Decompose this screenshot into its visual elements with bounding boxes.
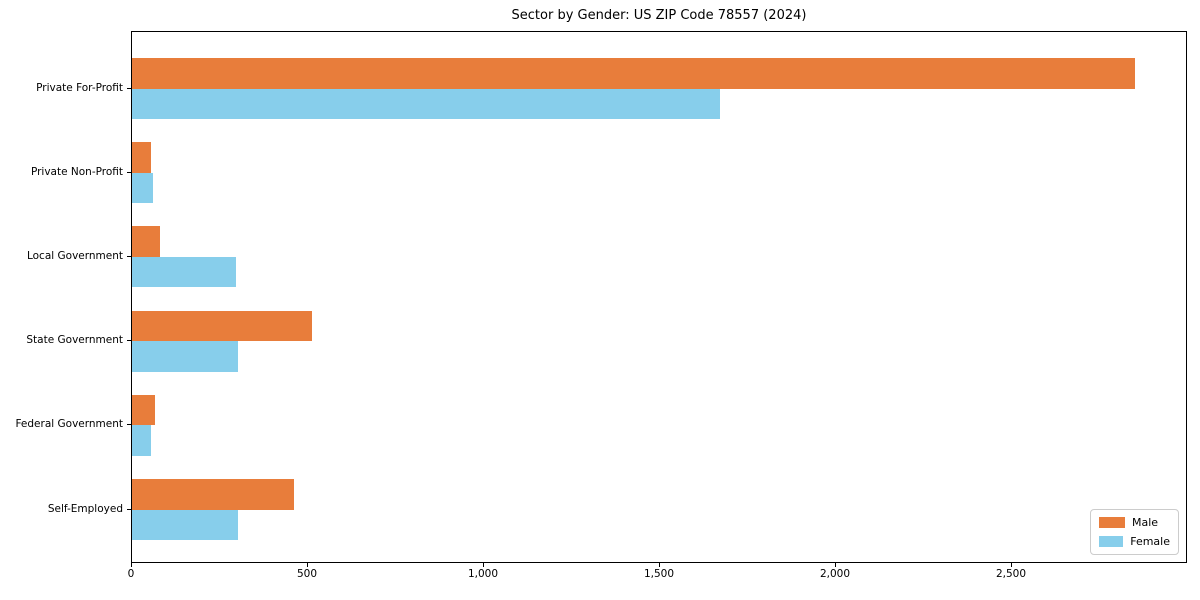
legend-item-male: Male — [1099, 516, 1170, 529]
bar-male-private-non-profit — [132, 142, 152, 173]
x-tick-mark — [131, 563, 132, 567]
bar-female-private-non-profit — [132, 172, 154, 204]
legend-swatch-female — [1099, 536, 1124, 547]
bar-male-private-for-profit — [132, 58, 1136, 89]
y-tick-label-local-government: Local Government — [26, 249, 123, 262]
x-tick-mark — [835, 563, 836, 567]
bar-male-state-government — [132, 310, 312, 342]
legend-label-male: Male — [1132, 516, 1159, 529]
legend: Male Female — [1090, 509, 1179, 555]
y-tick-mark — [127, 424, 131, 426]
x-tick-label-500: 500 — [296, 568, 318, 580]
x-tick-label-2000: 2,000 — [819, 568, 851, 580]
y-tick-label-private-for-profit: Private For-Profit — [36, 81, 123, 94]
y-tick-mark — [127, 340, 131, 342]
x-tick-label-1000: 1,000 — [467, 568, 499, 580]
chart-title: Sector by Gender: US ZIP Code 78557 (202… — [511, 8, 807, 23]
bar-male-local-government — [132, 226, 161, 257]
y-tick-label-state-government: State Government — [26, 334, 123, 347]
x-tick-label-0: 0 — [127, 568, 135, 580]
x-tick-mark — [1011, 563, 1012, 567]
plot-area — [131, 31, 1187, 563]
y-tick-mark — [127, 87, 131, 89]
bar-female-state-government — [132, 341, 238, 372]
y-tick-mark — [127, 171, 131, 173]
bar-female-local-government — [132, 256, 236, 288]
x-tick-mark — [659, 563, 660, 567]
bar-male-self-employed — [132, 479, 294, 510]
legend-swatch-male — [1099, 517, 1125, 528]
bar-female-federal-government — [132, 425, 152, 456]
bar-male-federal-government — [132, 394, 155, 426]
y-tick-mark — [127, 255, 131, 257]
bar-female-private-for-profit — [132, 88, 720, 119]
legend-item-female: Female — [1099, 535, 1170, 548]
y-tick-label-self-employed: Self-Employed — [47, 502, 123, 515]
x-tick-label-2500: 2,500 — [995, 568, 1027, 580]
y-tick-mark — [127, 508, 131, 510]
x-tick-mark — [307, 563, 308, 567]
x-tick-mark — [483, 563, 484, 567]
x-tick-label-1500: 1,500 — [643, 568, 675, 580]
legend-label-female: Female — [1130, 535, 1170, 548]
y-axis-labels: Private For-Profit Private Non-Profit Loca… — [0, 31, 123, 563]
y-tick-label-federal-government: Federal Government — [15, 418, 123, 431]
bar-female-self-employed — [132, 509, 238, 540]
y-tick-label-private-non-profit: Private Non-Profit — [30, 165, 123, 178]
